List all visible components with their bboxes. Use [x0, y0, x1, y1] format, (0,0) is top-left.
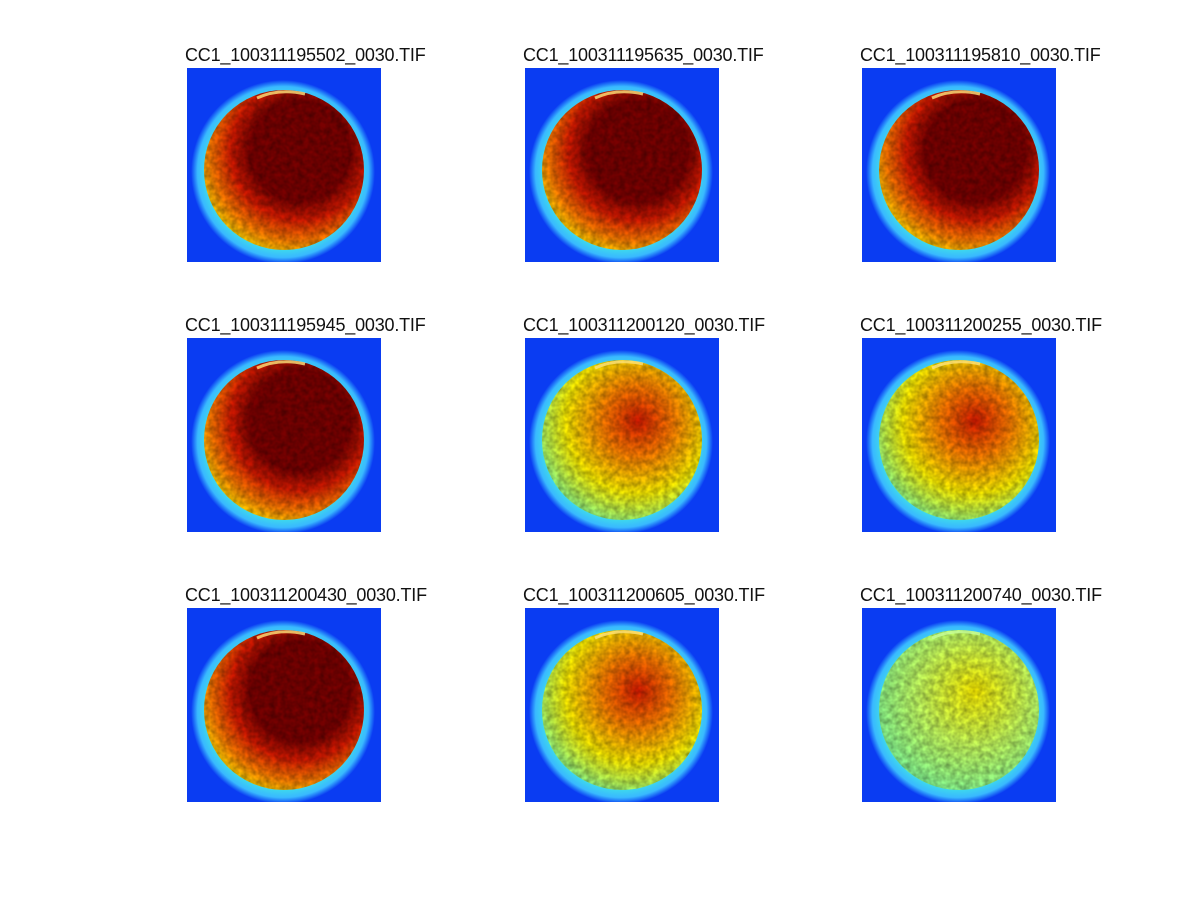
image-panel-1: CC1_100311195502_0030.TIF — [185, 44, 455, 274]
panel-title: CC1_100311195635_0030.TIF — [523, 45, 764, 65]
heatmap-image — [187, 338, 381, 532]
panel-title: CC1_100311200255_0030.TIF — [860, 315, 1102, 335]
heatmap-image — [862, 608, 1056, 802]
heatmap-image — [525, 338, 719, 532]
image-panel-5: CC1_100311200120_0030.TIF — [523, 314, 793, 544]
panel-title: CC1_100311195502_0030.TIF — [185, 45, 426, 65]
heatmap-image — [862, 338, 1056, 532]
image-panel-9: CC1_100311200740_0030.TIF — [860, 584, 1130, 814]
image-panel-7: CC1_100311200430_0030.TIF — [185, 584, 455, 814]
heatmap-image — [525, 68, 719, 262]
heatmap-image — [187, 608, 381, 802]
panel-title: CC1_100311200120_0030.TIF — [523, 315, 765, 335]
heatmap-image — [187, 68, 381, 262]
image-panel-4: CC1_100311195945_0030.TIF — [185, 314, 455, 544]
heatmap-image — [525, 608, 719, 802]
panel-title: CC1_100311200740_0030.TIF — [860, 585, 1102, 605]
image-panel-2: CC1_100311195635_0030.TIF — [523, 44, 793, 274]
image-panel-3: CC1_100311195810_0030.TIF — [860, 44, 1130, 274]
panel-title: CC1_100311200605_0030.TIF — [523, 585, 765, 605]
panel-title: CC1_100311195810_0030.TIF — [860, 45, 1101, 65]
image-panel-6: CC1_100311200255_0030.TIF — [860, 314, 1130, 544]
panel-title: CC1_100311195945_0030.TIF — [185, 315, 426, 335]
image-panel-8: CC1_100311200605_0030.TIF — [523, 584, 793, 814]
panel-title: CC1_100311200430_0030.TIF — [185, 585, 427, 605]
heatmap-image — [862, 68, 1056, 262]
